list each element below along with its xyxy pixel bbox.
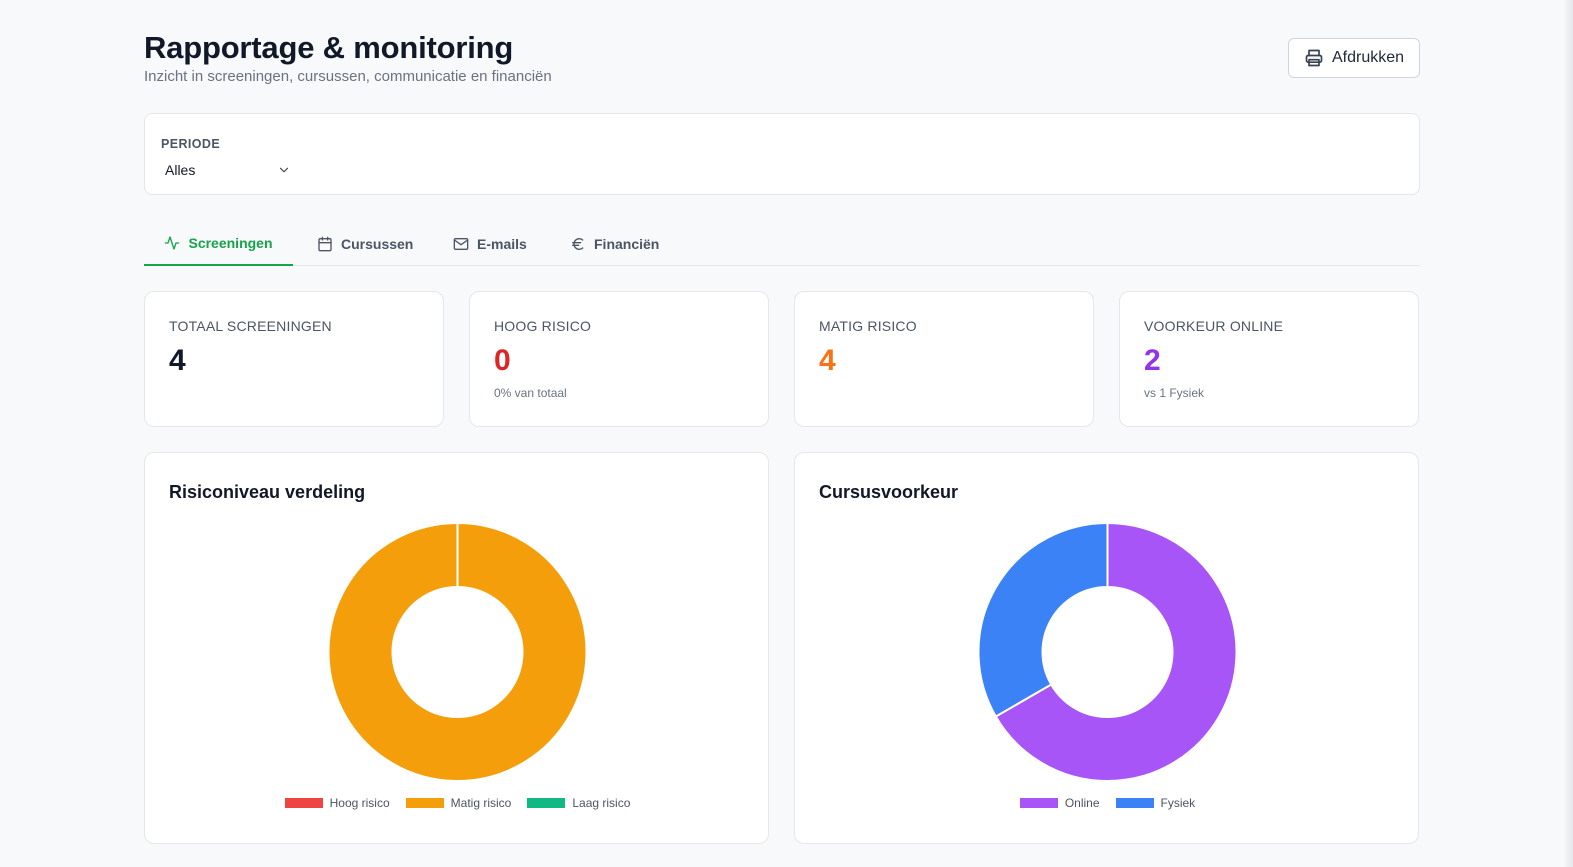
tab-financien[interactable]: Financiën [570,222,659,266]
activity-icon [165,236,180,250]
page-title: Rapportage & monitoring [144,30,514,65]
risk-donut-chart [327,521,588,782]
legend-swatch [284,798,323,808]
print-button-label: Afdrukken [1331,49,1405,66]
calendar-icon [318,236,332,252]
chart-title: Cursusvoorkeur [819,482,959,502]
donut-slice-matig-risico[interactable] [327,521,588,782]
chart-title: Risiconiveau verdeling [169,482,366,502]
stat-subtext: 0% van totaal [494,386,567,400]
chart-card-risk: Risiconiveau verdeling Hoog risico Matig … [144,452,769,844]
legend-item[interactable]: Fysiek [1115,796,1196,810]
filter-panel: PERIODE Alles [144,113,1420,195]
tab-label: Financiën [594,236,660,252]
period-label: PERIODE [161,137,221,151]
legend-swatch [1019,798,1058,808]
euro-icon [572,237,584,251]
legend-swatch [527,798,566,808]
stat-value: 4 [819,344,836,377]
legend-label: Laag risico [572,796,631,810]
period-select-value: Alles [165,162,196,178]
stat-value: 2 [1144,344,1161,377]
tab-screeningen[interactable]: Screeningen [144,222,293,266]
legend-label: Matig risico [450,796,512,810]
chart-legend: Online Fysiek [795,796,1420,810]
legend-label: Hoog risico [329,796,390,810]
printer-icon [1305,49,1323,67]
print-button[interactable]: Afdrukken [1288,38,1420,78]
stat-label: TOTAAL SCREENINGEN [169,318,332,334]
legend-item[interactable]: Online [1019,796,1100,810]
legend-item[interactable]: Hoog risico [284,796,390,810]
page-header: Rapportage & monitoring Inzicht in scree… [144,0,1420,112]
legend-label: Fysiek [1160,796,1196,810]
mail-icon [453,238,469,250]
tab-cursussen[interactable]: Cursussen [317,222,413,266]
legend-swatch [405,798,444,808]
main-content: Rapportage & monitoring Inzicht in scree… [144,0,1420,844]
stat-value: 4 [169,344,186,377]
stat-card-high-risk: HOOG RISICO 0 0% van totaal [469,291,769,427]
tab-bar: Screeningen Cursussen E-mails Financiën [144,222,1420,266]
stat-card-moderate-risk: MATIG RISICO 4 [794,291,1094,427]
period-select[interactable]: Alles [161,158,291,182]
donut-slice-online[interactable] [994,521,1238,782]
tab-label: Screeningen [188,235,273,251]
chart-card-course-preference: Cursusvoorkeur Online Fysiek [794,452,1419,844]
page-subtitle: Inzicht in screeningen, cursussen, commu… [144,68,552,85]
stat-value: 0 [494,344,511,377]
donut-slice-fysiek[interactable] [977,521,1109,718]
tab-e-mails[interactable]: E-mails [453,222,527,266]
legend-label: Online [1064,796,1100,810]
stat-subtext: vs 1 Fysiek [1144,386,1205,400]
stat-label: VOORKEUR ONLINE [1144,318,1284,334]
stat-label: MATIG RISICO [819,318,917,334]
legend-swatch [1115,798,1154,808]
tab-label: Cursussen [341,236,414,252]
chevron-down-icon [279,167,289,173]
chart-legend: Hoog risico Matig risico Laag risico [145,796,770,810]
legend-item[interactable]: Laag risico [527,796,630,810]
stat-card-total: TOTAAL SCREENINGEN 4 [144,291,444,427]
scrollbar-track[interactable] [1565,0,1573,867]
course-donut-chart [977,521,1238,782]
legend-item[interactable]: Matig risico [405,796,512,810]
tab-label: E-mails [477,236,527,252]
stat-card-online-preference: VOORKEUR ONLINE 2 vs 1 Fysiek [1119,291,1419,427]
stat-label: HOOG RISICO [494,318,592,334]
